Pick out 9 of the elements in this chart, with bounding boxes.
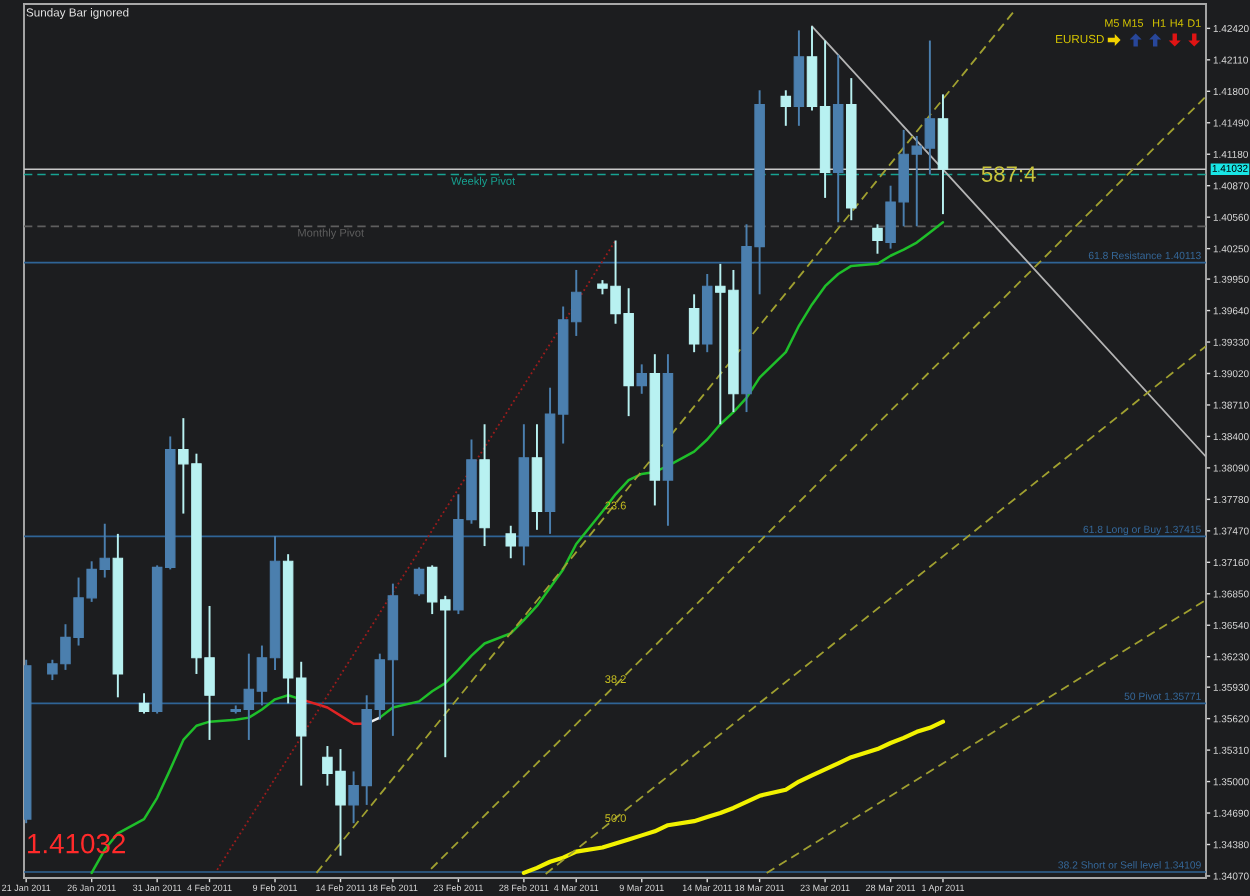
candlestick bbox=[413, 566, 425, 597]
candlestick bbox=[688, 293, 700, 354]
line-series bbox=[521, 719, 946, 876]
annotation: 587:4 bbox=[981, 166, 1036, 182]
candlestick bbox=[636, 363, 648, 395]
candlestick bbox=[780, 89, 792, 127]
candlestick bbox=[505, 524, 517, 560]
candlestick bbox=[872, 223, 883, 255]
candlestick bbox=[138, 692, 150, 715]
